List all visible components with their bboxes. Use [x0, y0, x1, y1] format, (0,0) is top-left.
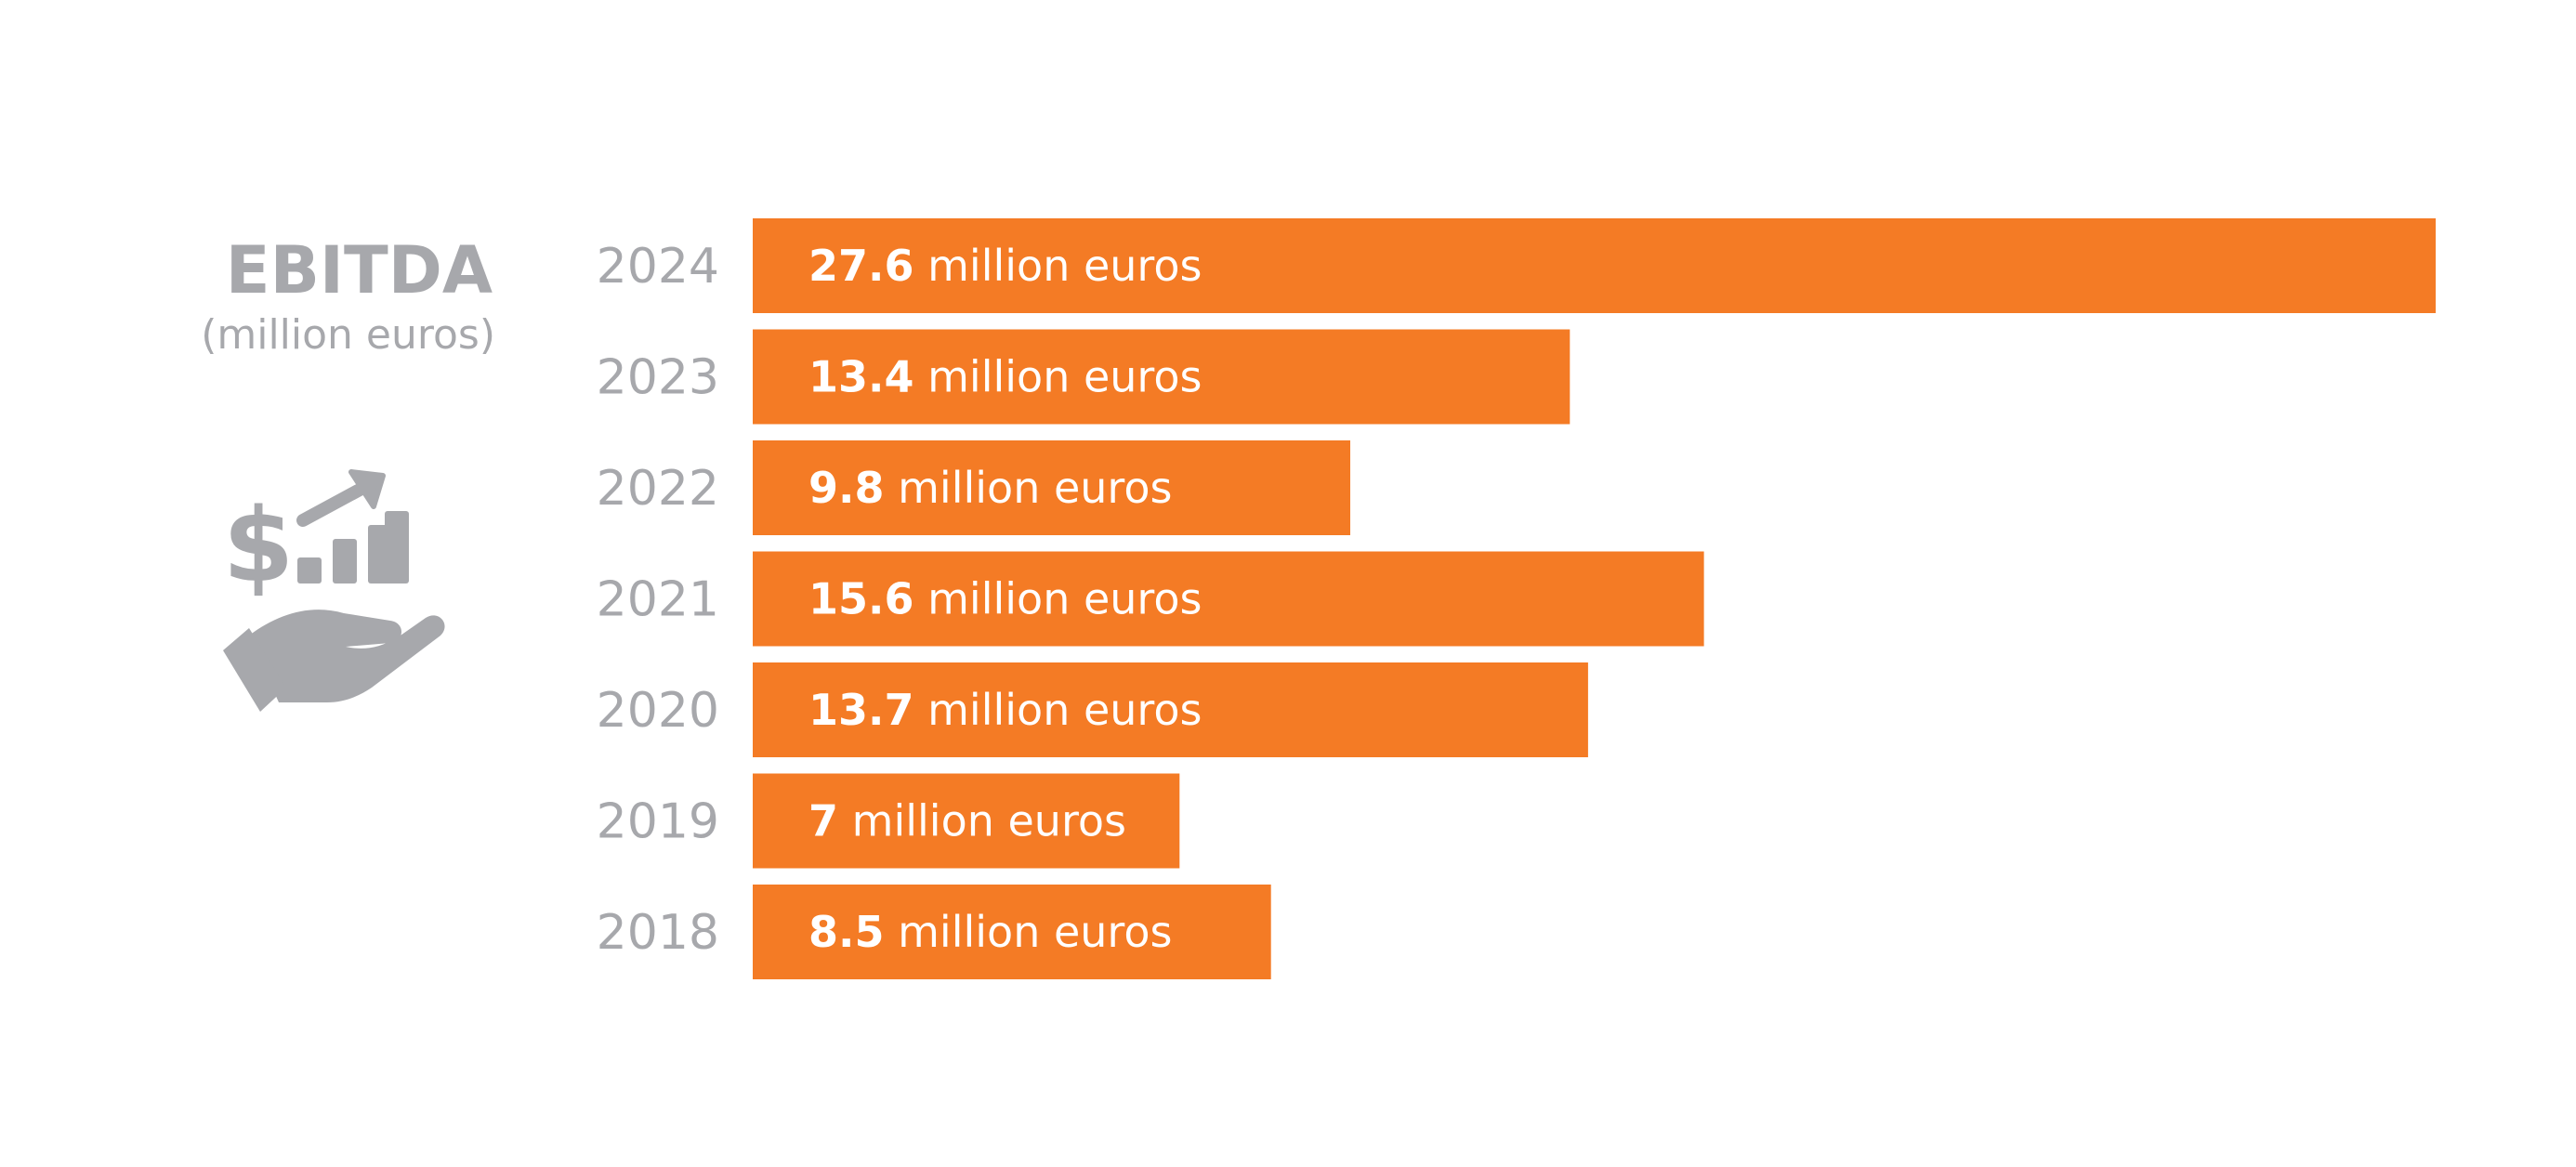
category-label-2020: 2020	[597, 683, 719, 739]
year-labels-group: 2024 2023 2022 2021 2020 2019 2018	[597, 239, 719, 961]
category-label-2021: 2021	[597, 572, 719, 628]
data-label-2019: 7 million euros	[808, 796, 1126, 846]
bar-2023	[753, 329, 1571, 425]
data-label-2018: 8.5 million euros	[808, 907, 1172, 957]
bar-2021	[753, 551, 1704, 647]
data-label-2024: 27.6 million euros	[808, 241, 1202, 291]
bar-2022	[753, 440, 1350, 535]
bar-2019	[753, 773, 1180, 869]
chart-title: EBITDA	[226, 232, 493, 308]
growth-bar-4-icon	[385, 511, 409, 584]
chart-subtitle: (million euros)	[201, 311, 495, 359]
data-label-2021: 15.6 million euros	[808, 574, 1202, 624]
hand-icon	[223, 610, 445, 712]
category-label-2018: 2018	[597, 905, 719, 961]
arrow-up-right-icon	[296, 469, 386, 527]
growth-bar-2-icon	[333, 539, 357, 584]
bar-labels-group: 27.6 million euros 13.4 million euros 9.8 …	[808, 241, 1202, 957]
money-growth-hand-icon: $	[223, 469, 445, 712]
bar-2020	[753, 662, 1588, 757]
data-label-2020: 13.7 million euros	[808, 685, 1202, 735]
category-label-2022: 2022	[597, 461, 719, 517]
bar-2024	[753, 218, 2436, 313]
bars-group	[753, 218, 2436, 979]
bar-2018	[753, 885, 1271, 979]
data-label-2023: 13.4 million euros	[808, 352, 1202, 402]
growth-bar-1-icon	[297, 557, 322, 584]
category-label-2023: 2023	[597, 350, 719, 406]
category-label-2024: 2024	[597, 239, 719, 295]
category-label-2019: 2019	[597, 794, 719, 850]
dollar-sign-icon: $	[223, 486, 295, 605]
data-label-2022: 9.8 million euros	[808, 463, 1172, 513]
